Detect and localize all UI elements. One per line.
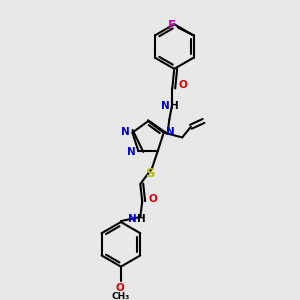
Text: H: H	[137, 214, 146, 224]
Text: N: N	[128, 214, 137, 224]
Text: H: H	[170, 101, 178, 111]
Text: S: S	[146, 167, 156, 180]
Text: O: O	[116, 283, 124, 293]
Text: F: F	[168, 19, 176, 32]
Text: O: O	[148, 194, 157, 203]
Text: N: N	[127, 147, 136, 157]
Text: O: O	[178, 80, 187, 90]
Text: CH₃: CH₃	[112, 292, 130, 300]
Text: N: N	[166, 127, 175, 136]
Text: N: N	[121, 127, 130, 136]
Text: N: N	[161, 101, 170, 111]
